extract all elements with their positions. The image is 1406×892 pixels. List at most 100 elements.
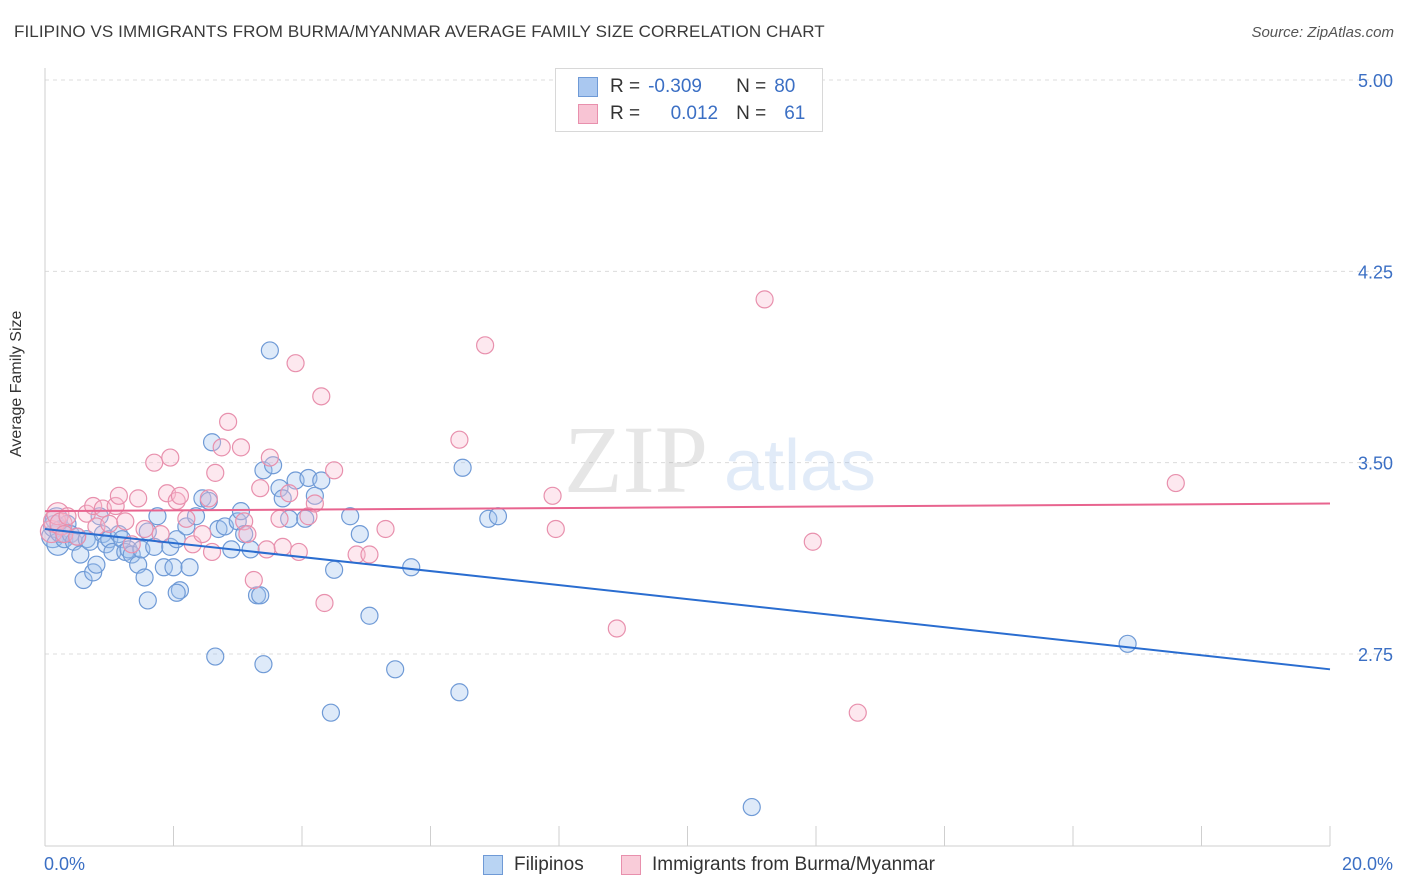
data-point (1118, 634, 1137, 653)
data-point (450, 430, 469, 449)
data-point (122, 545, 141, 564)
source-label: Source: ZipAtlas.com (1251, 24, 1394, 41)
data-point (402, 558, 421, 577)
trend-line (44, 528, 1331, 671)
data-point (325, 560, 344, 579)
data-point (170, 581, 190, 600)
data-point (607, 619, 626, 638)
n-label: N = (736, 103, 767, 124)
trend-lines (44, 502, 1331, 671)
data-point (138, 591, 157, 610)
data-point (273, 537, 292, 556)
legend-swatch-filipinos (578, 77, 598, 97)
legend-row-burma: R = 0.012 N = 61 (556, 100, 805, 128)
data-point (453, 458, 472, 477)
legend-swatch-burma (578, 104, 598, 124)
legend-item-burma[interactable]: Immigrants from Burma/Myanmar (621, 852, 935, 878)
y-tick-label: 5.00 (1358, 71, 1393, 91)
data-point (241, 540, 260, 559)
axes (44, 68, 1331, 847)
data-point (135, 568, 154, 587)
data-point (251, 586, 270, 605)
data-point (350, 524, 369, 544)
data-point (129, 489, 148, 508)
data-point (742, 797, 761, 817)
y-axis-title: Average Family Size (8, 310, 25, 457)
y-tick-label: 4.25 (1358, 262, 1393, 282)
data-point (177, 509, 196, 528)
r-label: R = (610, 76, 641, 97)
data-point (360, 606, 379, 625)
data-point (199, 489, 218, 508)
watermark: ZIP atlas (564, 406, 876, 513)
data-point (543, 486, 562, 505)
watermark-atlas: atlas (724, 426, 876, 506)
y-tick-label: 2.75 (1358, 645, 1393, 665)
n-label: N = (736, 76, 767, 97)
data-point (193, 524, 212, 544)
data-point (164, 558, 183, 577)
legend-label-burma: Immigrants from Burma/Myanmar (652, 854, 935, 875)
data-point (122, 535, 141, 554)
data-point (206, 647, 225, 666)
n-value: 80 (774, 76, 796, 97)
chart-title: FILIPINO VS IMMIGRANTS FROM BURMA/MYANMA… (14, 22, 825, 41)
legend-item-filipinos[interactable]: Filipinos (483, 852, 584, 878)
data-point (755, 290, 774, 309)
data-point (803, 532, 822, 551)
data-point (450, 683, 469, 702)
data-point (116, 512, 135, 531)
data-point (206, 463, 225, 482)
data-point (167, 583, 186, 602)
data-point (312, 471, 331, 490)
data-point (280, 484, 299, 503)
data-point (68, 527, 87, 546)
data-point (202, 433, 222, 452)
data-point (100, 514, 119, 533)
legend-swatch-burma (621, 855, 641, 875)
data-point (257, 540, 276, 559)
data-point (135, 519, 154, 539)
data-point (254, 655, 273, 674)
data-point (848, 703, 867, 722)
data-point (270, 509, 289, 528)
data-point (360, 545, 379, 564)
legend-label-filipinos: Filipinos (514, 854, 584, 875)
tick-labels: 2.75 3.50 4.25 5.00 0.0% 20.0% (44, 71, 1393, 874)
data-point (260, 341, 279, 360)
legend-row-filipinos: R = -0.309 N = 80 (556, 73, 795, 101)
data-point (219, 412, 238, 431)
data-point (305, 494, 324, 513)
data-point (231, 438, 251, 457)
data-point (74, 570, 93, 590)
data-point (251, 479, 270, 498)
trend-line (44, 502, 1331, 513)
data-point (321, 703, 341, 722)
data-point (244, 570, 263, 590)
data-point (238, 524, 257, 544)
data-point (315, 593, 334, 613)
data-point (148, 507, 167, 526)
grid-lines (45, 79, 1392, 655)
data-point (305, 486, 324, 505)
data-point (270, 479, 289, 498)
correlation-legend: R = -0.309 N = 80 R = 0.012 N = 61 (555, 68, 823, 132)
data-point (488, 507, 508, 526)
r-value: 0.012 (670, 103, 719, 124)
data-point (119, 540, 138, 559)
series-legend: Filipinos Immigrants from Burma/Myanmar (0, 852, 1406, 878)
x-tick-label: 20.0% (1342, 854, 1393, 874)
data-point (161, 448, 180, 467)
data-point (145, 453, 164, 472)
data-point (71, 545, 90, 564)
data-point (87, 555, 106, 574)
data-point (1166, 473, 1185, 493)
data-point (312, 387, 331, 406)
data-point (231, 502, 251, 521)
data-point (286, 354, 305, 373)
data-point (341, 507, 360, 526)
watermark-zip: ZIP (564, 406, 708, 513)
data-point (180, 558, 199, 577)
data-point (386, 660, 405, 679)
n-value: 61 (784, 103, 806, 124)
